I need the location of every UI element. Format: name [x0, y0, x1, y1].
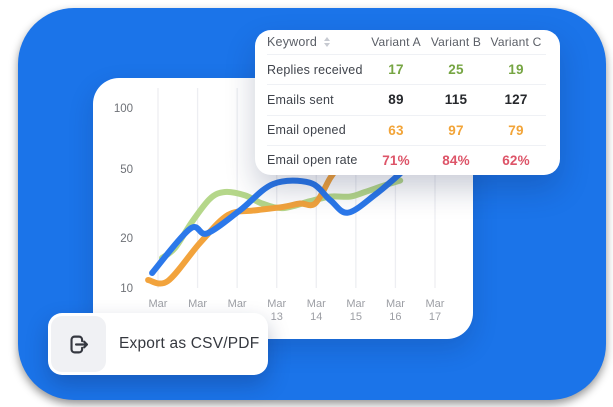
row-label: Replies received — [267, 62, 363, 77]
export-button-label: Export as CSV/PDF — [119, 335, 260, 352]
row-label: Email opened — [267, 123, 346, 138]
table-header-row: Keyword Variant A Variant B Variant C — [267, 30, 546, 54]
x-axis-label: 14 — [310, 311, 322, 323]
x-axis-label: 16 — [389, 311, 401, 323]
x-axis-label: Mar — [346, 298, 365, 310]
cell-value: 17 — [388, 62, 404, 78]
cell-value: 62% — [502, 152, 530, 168]
cell-value: 89 — [388, 92, 404, 108]
x-axis-label: Mar — [307, 298, 326, 310]
cell-value: 84% — [442, 152, 470, 168]
x-axis-label: Mar — [149, 298, 168, 310]
cell-value: 25 — [448, 62, 464, 78]
table-row: Emails sent 89 115 127 — [267, 84, 546, 114]
series-orange — [145, 166, 340, 287]
export-button[interactable]: Export as CSV/PDF — [48, 313, 268, 375]
export-arrow-icon — [70, 335, 89, 353]
variant-b-header: Variant B — [430, 35, 482, 49]
y-axis-label: 10 — [120, 283, 133, 295]
table-row: Email opened 63 97 79 — [267, 114, 546, 145]
row-label: Emails sent — [267, 92, 334, 107]
cell-value: 63 — [388, 122, 404, 138]
cell-value: 115 — [444, 92, 468, 108]
series-blue — [149, 170, 404, 276]
export-icon-box — [51, 316, 106, 372]
cell-value: 97 — [448, 122, 464, 138]
row-label: Email open rate — [267, 153, 358, 168]
variants-table: Keyword Variant A Variant B Variant C Re… — [255, 30, 560, 175]
x-axis-label: Mar — [188, 298, 207, 310]
variant-a-header: Variant A — [371, 35, 421, 49]
keyword-sort-header[interactable]: Keyword — [267, 35, 366, 49]
y-axis-label: 50 — [120, 164, 133, 176]
x-axis-label: 13 — [271, 311, 283, 323]
cell-value: 127 — [504, 92, 528, 108]
table-row: Email open rate 71% 84% 62% — [267, 144, 546, 175]
x-axis-label: 15 — [350, 311, 362, 323]
x-axis-label: 17 — [429, 311, 441, 323]
cell-value: 79 — [508, 122, 524, 138]
cell-value: 71% — [382, 152, 410, 168]
x-axis-label: Mar — [267, 298, 286, 310]
y-axis-label: 20 — [120, 233, 133, 245]
x-axis-label: Mar — [426, 298, 445, 310]
y-axis-label: 100 — [114, 103, 133, 115]
x-axis-label: Mar — [228, 298, 247, 310]
keyword-header-label: Keyword — [267, 35, 318, 49]
variant-c-header: Variant C — [490, 35, 542, 49]
cell-value: 19 — [508, 62, 524, 78]
x-axis-label: Mar — [386, 298, 405, 310]
sort-icon — [324, 37, 331, 47]
table-row: Replies received 17 25 19 — [267, 54, 546, 84]
